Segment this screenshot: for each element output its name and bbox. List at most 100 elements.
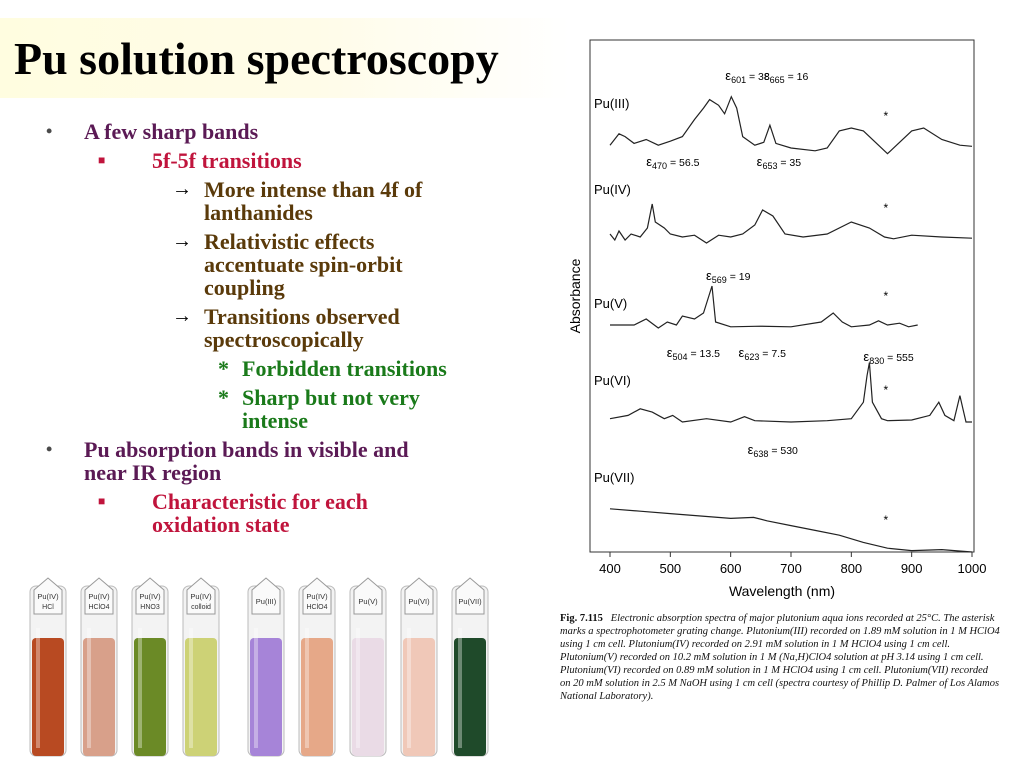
bullet-l3: → More intense than 4f of xyxy=(40,178,520,201)
bullet-dot-icon: • xyxy=(46,121,53,141)
grating-change-marker: * xyxy=(884,289,889,303)
vial-tag xyxy=(84,577,114,615)
bullet-text: Transitions observed xyxy=(204,304,400,329)
bullet-text: lanthanides xyxy=(204,200,313,225)
x-tick-label: 600 xyxy=(720,561,742,576)
bullet-l3-cont: accentuate spin-orbit xyxy=(40,253,520,276)
vial-label: Pu(IV) xyxy=(190,592,212,601)
series-label: Pu(III) xyxy=(594,96,629,111)
vial: Pu(IV) HNO3 xyxy=(131,577,169,757)
series-line xyxy=(610,285,918,329)
bullet-l3: → Relativistic effects xyxy=(40,230,520,253)
vial-highlight xyxy=(138,628,142,748)
vial: Pu(IV) HCl xyxy=(29,577,67,757)
grating-change-marker: * xyxy=(884,201,889,215)
vial-tag xyxy=(186,577,216,615)
vial-sublabel: HClO4 xyxy=(306,604,327,611)
vial-solution xyxy=(403,638,435,756)
bullet-l3: → Transitions observed xyxy=(40,305,520,328)
x-axis-label: Wavelength (nm) xyxy=(729,583,835,599)
bullet-l4: * Sharp but not very xyxy=(40,386,520,409)
x-tick-label: 900 xyxy=(901,561,923,576)
vial-solution xyxy=(454,638,486,756)
bullet-l4: * Forbidden transitions xyxy=(40,357,520,380)
vial-highlight xyxy=(254,628,258,748)
bullet-l3-cont: spectroscopically xyxy=(40,328,520,351)
vial-sublabel: colloid xyxy=(191,604,211,611)
bullet-l1-cont: near IR region xyxy=(40,461,520,484)
plot-frame xyxy=(589,39,975,553)
bullet-l3-cont: coupling xyxy=(40,276,520,299)
bullet-list: • A few sharp bands ■ 5f-5f transitions → M… xyxy=(40,120,520,536)
epsilon-annotation: ε653 = 35 xyxy=(757,154,802,171)
square-bullet-icon: ■ xyxy=(98,494,106,508)
vial-highlight xyxy=(189,628,193,748)
arrow-right-icon: → xyxy=(172,305,192,327)
bullet-l2: ■ Characteristic for each xyxy=(40,490,520,513)
x-tick-label: 700 xyxy=(780,561,802,576)
series-label: Pu(IV) xyxy=(594,182,631,197)
vial-label: Pu(IV) xyxy=(37,592,59,601)
bullet-text: 5f-5f transitions xyxy=(152,148,302,173)
grating-change-marker: * xyxy=(884,383,889,397)
vial-tag xyxy=(404,577,434,615)
vial: Pu(V) xyxy=(349,577,387,757)
vial-solution xyxy=(352,638,384,756)
vial-label: Pu(V) xyxy=(358,597,378,606)
vial: Pu(VII) xyxy=(451,577,489,757)
bullet-l2-cont: oxidation state xyxy=(40,513,520,536)
bullet-text: spectroscopically xyxy=(204,327,364,352)
epsilon-annotation: ε638 = 530 xyxy=(748,442,798,459)
vial-sublabel: HClO4 xyxy=(88,604,109,611)
bullet-text: A few sharp bands xyxy=(84,119,259,144)
x-tick-label: 400 xyxy=(599,561,621,576)
vial-sublabel: HNO3 xyxy=(140,604,160,611)
caption-text: Electronic absorption spectra of major p… xyxy=(560,613,1000,702)
figure-number: Fig. 7.115 xyxy=(560,613,603,624)
vial-tag xyxy=(353,577,383,615)
epsilon-annotation: ε601 = 38 xyxy=(725,68,770,85)
grating-change-marker: * xyxy=(884,513,889,527)
vial-highlight xyxy=(87,628,91,748)
bullet-text: coupling xyxy=(204,275,285,300)
vial: Pu(IV) HClO4 xyxy=(298,577,336,757)
bullet-text: near IR region xyxy=(84,460,222,485)
title-band xyxy=(0,18,570,98)
x-tick-label: 800 xyxy=(840,561,862,576)
asterisk-bullet-icon: * xyxy=(218,385,229,410)
bullet-text: Sharp but not very xyxy=(242,385,420,410)
vial-label: Pu(VII) xyxy=(458,597,482,606)
x-tick-label: 500 xyxy=(659,561,681,576)
bullet-l3-cont: lanthanides xyxy=(40,201,520,224)
series-label: Pu(VII) xyxy=(594,470,634,485)
y-axis-label: Absorbance xyxy=(567,258,583,333)
bullet-text: Relativistic effects xyxy=(204,229,375,254)
bullet-l2: ■ 5f-5f transitions xyxy=(40,149,520,172)
bullet-text: Forbidden transitions xyxy=(242,356,447,381)
asterisk-bullet-icon: * xyxy=(218,356,229,381)
epsilon-annotation: ε623 = 7.5 xyxy=(739,345,787,362)
vial-highlight xyxy=(458,628,462,748)
slide-title: Pu solution spectroscopy xyxy=(14,33,499,84)
vial-solution xyxy=(250,638,282,756)
series-line xyxy=(609,203,973,244)
square-bullet-icon: ■ xyxy=(98,153,106,167)
arrow-right-icon: → xyxy=(172,178,192,200)
vial-tag xyxy=(302,577,332,615)
vial-solution xyxy=(83,638,115,756)
vial-tag xyxy=(33,577,63,615)
vial-label: Pu(III) xyxy=(256,597,277,606)
vial-highlight xyxy=(305,628,309,748)
bullet-text: accentuate spin-orbit xyxy=(204,252,403,277)
bullet-dot-icon: • xyxy=(46,439,53,459)
vial: Pu(VI) xyxy=(400,577,438,757)
vial-highlight xyxy=(407,628,411,748)
bullet-text: More intense than 4f of xyxy=(204,177,423,202)
vial-solution xyxy=(185,638,217,756)
epsilon-annotation: ε504 = 13.5 xyxy=(667,345,720,362)
vial-label: Pu(IV) xyxy=(139,592,161,601)
vial-highlight xyxy=(356,628,360,748)
bullet-text: oxidation state xyxy=(152,512,290,537)
vial: Pu(IV) colloid xyxy=(182,577,220,757)
vial-solution xyxy=(301,638,333,756)
